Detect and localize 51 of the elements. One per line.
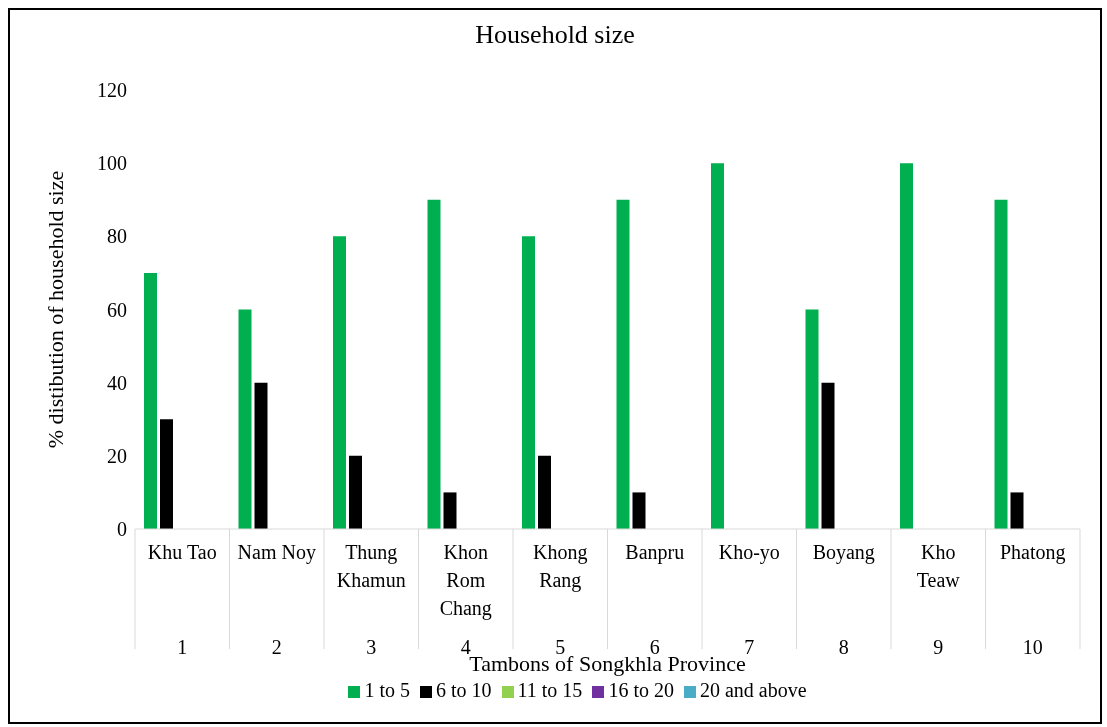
text: 4 — [460, 636, 471, 658]
text: 9 — [933, 636, 944, 658]
x-tick-label: Nam Noy — [237, 541, 316, 564]
text: 8 — [838, 636, 849, 658]
bar — [821, 382, 835, 529]
bar — [616, 199, 630, 529]
x-tick-label: Boyang — [812, 541, 875, 564]
y-tick-label: 0 — [117, 518, 127, 541]
bar — [238, 309, 252, 529]
bar — [427, 199, 441, 529]
text: 10 — [1022, 636, 1043, 658]
text: 1 — [177, 636, 188, 658]
bar — [1010, 492, 1024, 529]
legend-label: 11 to 15 — [517, 679, 583, 701]
y-tick-label: 80 — [107, 225, 127, 248]
bar — [805, 309, 819, 529]
x-tick-label: Khon Rom Chang — [439, 541, 492, 620]
y-tick-label: 100 — [97, 152, 127, 175]
x-tick-label: Khong Rang — [533, 541, 588, 592]
y-tick-label: 20 — [107, 444, 127, 467]
x-tick-label: Kho Teaw — [916, 541, 961, 591]
text: 3 — [366, 636, 377, 658]
bar — [538, 455, 551, 529]
y-tick-label: 120 — [97, 79, 127, 102]
bar — [160, 419, 173, 529]
legend-label: 6 to 10 — [435, 679, 492, 701]
x-tick-label: Khu Tao — [147, 541, 217, 563]
chart-title: Household size — [474, 20, 636, 50]
legend-label: 20 and above — [699, 679, 807, 701]
bar — [144, 272, 157, 529]
bar — [994, 199, 1008, 529]
text: 2 — [271, 636, 282, 658]
text: 7 — [744, 636, 755, 658]
y-tick-label: 60 — [107, 298, 127, 321]
bar — [443, 492, 457, 529]
y-tick-label: 40 — [107, 371, 127, 394]
legend-label: 1 to 5 — [364, 679, 410, 701]
bar — [333, 236, 346, 529]
bar — [349, 455, 362, 529]
x-tick-label: Phatong — [999, 541, 1066, 564]
x-tick-label: Thung Khamun — [336, 541, 406, 591]
bar — [632, 492, 646, 529]
bar — [522, 236, 535, 529]
legend-label: 16 to 20 — [608, 679, 674, 701]
bar — [254, 382, 268, 529]
text: 6 — [649, 636, 660, 658]
bar — [900, 163, 913, 529]
x-tick-label: Banpru — [625, 541, 685, 564]
bar — [711, 163, 724, 529]
x-tick-label: Kho-yo — [718, 541, 780, 564]
y-axis-title: % distibution of household size — [42, 170, 68, 449]
